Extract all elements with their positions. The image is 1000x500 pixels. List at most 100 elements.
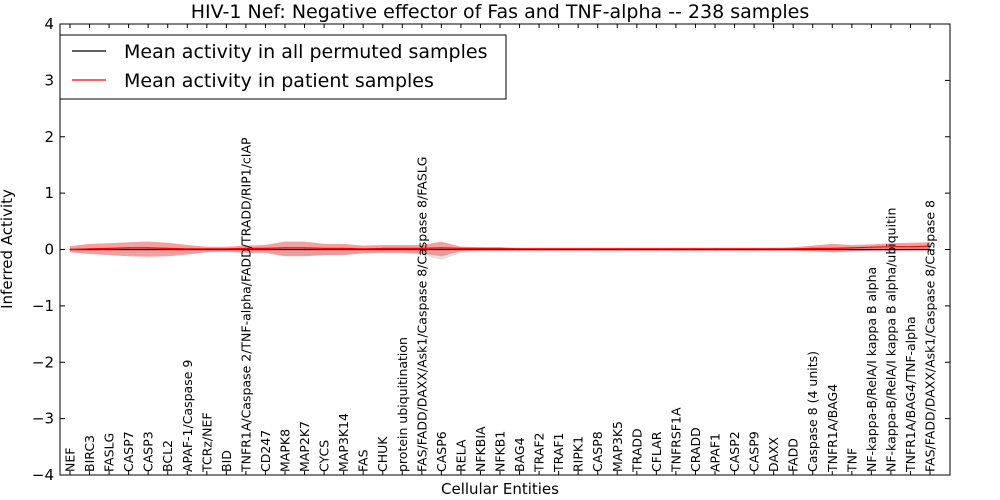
point-patient-30 <box>655 248 658 250</box>
point-patient-13 <box>323 247 325 249</box>
x-tick-label: CD247 <box>258 430 273 472</box>
x-tick-label: CHUK <box>375 436 390 472</box>
point-permuted-41 <box>870 248 873 251</box>
point-permuted-38 <box>812 248 814 251</box>
point-patient-18 <box>421 247 423 249</box>
x-tick-label: TCRz/NEF <box>199 412 214 473</box>
x-tick-label: FAS/FADD/DAXX/Ask1/Caspase 8/Caspase 8/F… <box>414 157 429 472</box>
x-tick-label: TNFR1A/BAG4/TNF-alpha <box>903 316 918 473</box>
point-patient-22 <box>499 247 501 249</box>
point-permuted-22 <box>499 248 501 251</box>
x-tick-label: TNFR1A/BAG4 <box>825 384 840 473</box>
point-patient-34 <box>733 248 736 250</box>
point-permuted-10 <box>264 248 267 251</box>
x-tick-label: NFKB1 <box>493 431 508 472</box>
point-patient-40 <box>851 247 853 249</box>
point-patient-38 <box>812 247 814 249</box>
point-patient-29 <box>636 248 638 250</box>
point-permuted-2 <box>108 248 110 251</box>
x-tick-label: CRADD <box>688 427 703 472</box>
point-permuted-9 <box>245 248 247 251</box>
x-tick-label: MAP3K5 <box>610 421 625 472</box>
point-patient-33 <box>714 248 716 250</box>
x-tick-label: NFKBIA <box>473 426 488 472</box>
point-patient-3 <box>128 247 130 249</box>
y-tick-label: 0 <box>44 241 54 259</box>
x-tick-label: CASP2 <box>727 431 742 472</box>
x-tick-label: FAS/FADD/DAXX/Ask1/Caspase 8/Caspase 8 <box>923 200 938 472</box>
point-patient-44 <box>929 245 931 247</box>
x-tick-label: Caspase 8 (4 units) <box>805 351 820 472</box>
x-tick-label: APAF1 <box>708 433 723 472</box>
x-tick-label: CASP6 <box>434 431 449 472</box>
x-tick-label: RIPK1 <box>571 436 586 472</box>
point-patient-42 <box>890 246 892 248</box>
point-patient-21 <box>479 247 482 249</box>
legend-label-patient: Mean activity in patient samples <box>124 70 434 92</box>
x-tick-label: FASLG <box>102 433 117 472</box>
point-patient-8 <box>225 248 227 250</box>
x-tick-label: CASP8 <box>590 431 605 472</box>
x-tick-label: CASP7 <box>121 431 136 472</box>
x-tick-label: TRAF1 <box>551 432 566 473</box>
point-patient-37 <box>792 248 794 250</box>
point-permuted-39 <box>831 248 833 251</box>
x-tick-label: MAPK8 <box>278 429 293 472</box>
point-patient-43 <box>909 246 912 248</box>
x-axis-label: Cellular Entities <box>441 480 559 498</box>
x-tick-label: TNF <box>844 448 859 473</box>
point-patient-17 <box>401 247 403 249</box>
x-tick-label: TRAF2 <box>532 432 547 473</box>
point-patient-1 <box>88 248 91 250</box>
x-tick-label: BIRC3 <box>82 435 97 472</box>
point-patient-19 <box>440 247 442 249</box>
legend-box <box>59 34 507 100</box>
y-tick-label: −4 <box>32 466 54 484</box>
point-patient-4 <box>147 247 149 249</box>
x-tick-label: FADD <box>786 438 801 472</box>
x-tick-label: DAXX <box>766 436 781 472</box>
legend: Mean activity in all permuted samples Me… <box>59 34 507 100</box>
x-tick-label: FAS <box>356 449 371 472</box>
point-patient-2 <box>108 247 110 249</box>
point-permuted-20 <box>460 248 462 251</box>
x-tick-labels: NEF BIRC3 FASLG CASP7 CASP3 BCL2 APAF-1/Caspas… <box>63 137 938 473</box>
x-tick-label: BCL2 <box>160 440 175 472</box>
point-patient-23 <box>518 248 521 250</box>
point-patient-26 <box>577 248 579 250</box>
x-tick-label: NF-kappa-B/RelA/I kappa B alpha <box>864 267 879 472</box>
x-tick-label: APAF-1/Caspase 9 <box>180 360 195 472</box>
point-patient-9 <box>245 247 247 249</box>
point-permuted-18 <box>421 248 423 251</box>
point-patient-5 <box>167 247 169 249</box>
confidence-bands <box>70 241 930 260</box>
y-tick-label: −1 <box>32 297 54 315</box>
point-permuted-13 <box>323 248 325 251</box>
point-patient-11 <box>284 247 286 249</box>
x-tick-label: NF-kappa-B/RelA/I kappa B alpha/ubiquiti… <box>883 208 898 472</box>
point-patient-15 <box>362 248 364 250</box>
point-patient-12 <box>303 247 306 249</box>
point-patient-10 <box>264 247 267 249</box>
x-tick-label: TNFR1A/Caspase 2/TNF-alpha/FADD/TRADD/RI… <box>238 137 253 473</box>
point-patient-14 <box>343 247 345 249</box>
point-permuted-11 <box>284 248 286 251</box>
chart-title: HIV-1 Nef: Negative effector of Fas and … <box>191 1 810 23</box>
point-patient-24 <box>538 248 540 250</box>
x-tick-label: RELA <box>453 439 468 472</box>
x-tick-label: NEF <box>63 448 78 472</box>
point-permuted-12 <box>303 248 306 251</box>
point-patient-16 <box>382 247 384 249</box>
y-tick-label: −2 <box>32 353 54 371</box>
point-patient-0 <box>69 248 71 251</box>
x-tick-label: CYCS <box>317 440 332 472</box>
x-tick-label: BID <box>219 450 234 472</box>
point-patient-28 <box>616 248 618 250</box>
point-patient-31 <box>675 248 677 250</box>
x-tick-label: TNFRSF1A <box>668 407 683 473</box>
legend-label-permuted: Mean activity in all permuted samples <box>124 41 487 63</box>
point-patient-6 <box>186 248 188 250</box>
x-tick-label: TRADD <box>629 428 644 473</box>
y-tick-label: 3 <box>44 71 54 89</box>
